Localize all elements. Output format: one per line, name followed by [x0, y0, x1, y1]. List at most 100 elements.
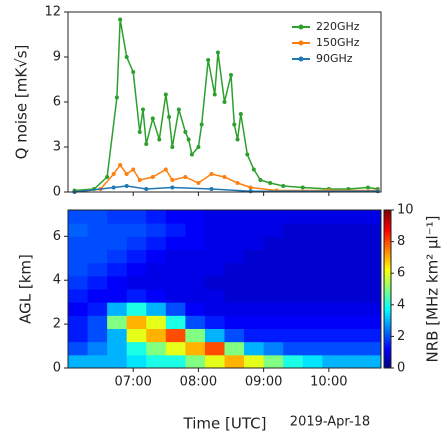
heat-cell [68, 236, 89, 250]
heat-cell [87, 236, 108, 250]
heat-cell [302, 275, 323, 290]
heat-cell [224, 210, 245, 224]
heat-cell [263, 289, 284, 303]
y-tick-label: 9 [53, 50, 61, 65]
heat-cell [224, 223, 245, 237]
heat-cell [126, 249, 147, 264]
heat-cell [283, 315, 304, 329]
legend-marker [298, 56, 304, 62]
heat-cell [283, 262, 304, 277]
y-label: AGL [km] [17, 254, 35, 324]
heat-cell [224, 302, 245, 316]
point [183, 130, 188, 134]
colorbar-segment [384, 312, 391, 316]
heat-cell [341, 315, 362, 329]
heat-cell [146, 315, 167, 329]
point [137, 178, 142, 182]
heat-cell [361, 249, 381, 264]
y-tick-label: 2 [53, 317, 61, 332]
heat-cell [361, 328, 381, 343]
point [167, 115, 172, 119]
colorbar-segment [384, 257, 391, 261]
colorbar-segment [384, 344, 391, 348]
heat-cell [68, 275, 89, 290]
heat-cell [165, 262, 186, 277]
colorbar-segment [384, 299, 391, 303]
heat-cell [107, 302, 128, 316]
heat-cell [165, 315, 186, 329]
point [248, 185, 253, 190]
point [199, 122, 204, 127]
colorbar-segment [384, 286, 391, 290]
heat-cell [107, 262, 128, 277]
colorbar-segment [384, 333, 391, 337]
heat-cell [68, 354, 89, 368]
colorbar-segment [384, 294, 391, 298]
colorbar-segment [384, 228, 391, 232]
heat-cell [204, 262, 225, 277]
point [131, 167, 136, 172]
y-tick-label: 6 [53, 95, 61, 110]
heat-cell [107, 275, 128, 290]
heat-cell [87, 262, 108, 277]
heat-cell [107, 354, 128, 368]
colorbar-segment [384, 238, 391, 243]
heat-cell [224, 236, 245, 250]
colorbar-segment [384, 273, 391, 277]
heat-cell [341, 328, 362, 343]
point [300, 185, 305, 190]
heat-cell [68, 262, 89, 277]
heat-cell [224, 354, 245, 368]
colorbar-segment [384, 249, 391, 253]
heat-cell [341, 210, 362, 224]
heat-cell [185, 302, 206, 316]
heat-cell [204, 328, 225, 343]
point [118, 163, 123, 167]
heat-cell [146, 302, 167, 316]
heat-cell [302, 223, 323, 237]
point [150, 175, 155, 179]
colorbar-segment [384, 278, 391, 282]
heat-cell [107, 315, 128, 329]
point [170, 145, 175, 149]
bottom-frame [67, 209, 382, 369]
point [163, 92, 168, 97]
heat-cell [126, 262, 147, 277]
heat-cell [68, 223, 89, 237]
heat-cell [107, 341, 128, 356]
heat-cell [68, 341, 89, 356]
heat-cell [165, 289, 186, 303]
heat-cell [204, 289, 225, 303]
colorbar-segment [384, 210, 391, 214]
y-tick-label: 12 [44, 5, 61, 20]
colorbar-segment [384, 365, 391, 369]
heat-cell [361, 289, 381, 303]
heat-cell [224, 315, 245, 329]
heat-cell [283, 210, 304, 224]
point [206, 58, 211, 62]
heat-cell [244, 223, 265, 237]
point [189, 152, 194, 157]
heat-cell [107, 328, 128, 343]
colorbar-frame [383, 209, 392, 369]
point [124, 184, 129, 188]
heat-cell [185, 289, 206, 303]
heat-cell [322, 354, 343, 368]
heat-cell [244, 328, 265, 343]
heat-cell [185, 262, 206, 277]
heat-cell [322, 289, 343, 303]
heat-cell [204, 354, 225, 368]
colorbar-segment [384, 215, 391, 219]
heat-cell [126, 354, 147, 368]
legend-label: 150GHz [316, 36, 360, 49]
heat-cell [361, 236, 381, 250]
colorbar-segment [384, 252, 391, 256]
heat-cell [204, 223, 225, 237]
heat-cell [244, 236, 265, 250]
heat-cell [322, 341, 343, 356]
heat-cell [302, 249, 323, 264]
colorbar-segment [384, 223, 391, 227]
point [268, 181, 273, 185]
heat-cell [185, 341, 206, 356]
colorbar-segment [384, 241, 391, 245]
